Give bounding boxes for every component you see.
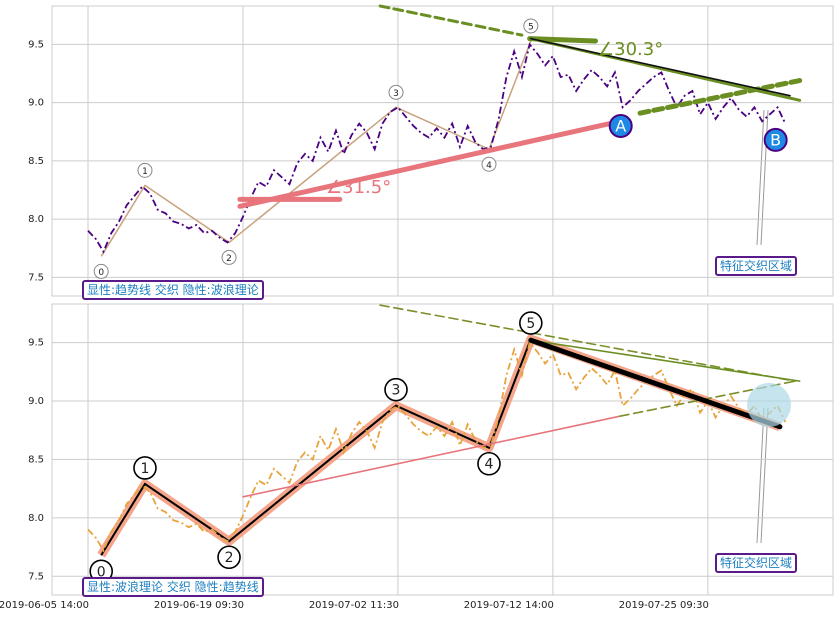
y-tick-label: 8.0 bbox=[28, 214, 44, 225]
wave-point bbox=[477, 451, 501, 476]
wave-label: 3 bbox=[392, 383, 401, 399]
angle-label: ∠30.3° bbox=[598, 39, 663, 60]
x-tick-label: 2019-06-19 09:30 bbox=[154, 600, 244, 611]
plot-frame bbox=[51, 5, 834, 297]
trend-line bbox=[527, 36, 599, 44]
y-tick-label: 8.5 bbox=[28, 156, 44, 167]
wave-label: 4 bbox=[485, 457, 494, 473]
x-tick-label: 2019-06-05 14:00 bbox=[0, 600, 89, 611]
trend-line bbox=[528, 337, 783, 430]
wave-point bbox=[481, 156, 497, 172]
wave-point bbox=[384, 377, 408, 402]
region-highlight bbox=[747, 383, 791, 427]
trend-line bbox=[378, 4, 524, 37]
wave-line-core bbox=[100, 337, 781, 556]
point-label: A bbox=[615, 116, 626, 135]
wave-label: 0 bbox=[98, 268, 104, 278]
wave-label: 4 bbox=[486, 161, 492, 171]
trend-line bbox=[637, 78, 803, 116]
y-tick-label: 8.0 bbox=[28, 513, 44, 524]
y-tick-label: 9.5 bbox=[28, 39, 44, 50]
wave-label: 5 bbox=[526, 316, 535, 332]
y-tick-label: 7.5 bbox=[28, 571, 44, 582]
note-box: 显性:波浪理论 交织 隐性:趋势线 bbox=[82, 577, 264, 597]
wave-label: 2 bbox=[225, 550, 234, 566]
wave-point bbox=[137, 162, 153, 178]
wave-label: 2 bbox=[226, 254, 232, 264]
note-box: 显性:趋势线 交织 隐性:波浪理论 bbox=[82, 280, 264, 300]
trend-line bbox=[530, 339, 801, 382]
wave-point bbox=[133, 456, 157, 480]
y-tick-label: 9.5 bbox=[28, 338, 44, 349]
trend-line bbox=[379, 304, 796, 382]
region-label: 特征交织区域 bbox=[715, 256, 798, 276]
y-tick-label: 9.0 bbox=[28, 98, 44, 109]
trend-line bbox=[530, 37, 791, 97]
region-label: 特征交织区域 bbox=[715, 553, 798, 573]
wave-point bbox=[523, 18, 539, 34]
y-tick-label: 9.0 bbox=[28, 396, 44, 407]
wave-point bbox=[217, 545, 241, 570]
wave-point bbox=[221, 249, 237, 265]
x-tick-label: 2019-07-02 11:30 bbox=[309, 600, 399, 611]
point-marker bbox=[763, 127, 788, 152]
pointer-arrow bbox=[756, 407, 769, 544]
wave-label: 0 bbox=[97, 564, 106, 580]
trend-line bbox=[242, 415, 621, 498]
wave-line bbox=[100, 40, 532, 257]
point-marker bbox=[608, 113, 633, 138]
point-label: B bbox=[770, 130, 781, 149]
x-tick-label: 2019-07-25 09:30 bbox=[619, 600, 709, 611]
wave-point bbox=[93, 263, 109, 279]
plot-frame bbox=[51, 303, 834, 596]
wave-label: 5 bbox=[528, 22, 534, 32]
wave-label: 3 bbox=[393, 89, 399, 99]
trend-line bbox=[237, 118, 623, 209]
wave-point bbox=[388, 84, 404, 100]
y-tick-label: 8.5 bbox=[28, 454, 44, 465]
wave-label: 1 bbox=[141, 461, 150, 477]
wave-point bbox=[519, 311, 543, 335]
y-tick-label: 7.5 bbox=[28, 272, 44, 283]
price-line bbox=[87, 42, 787, 254]
x-tick-label: 2019-07-12 14:00 bbox=[464, 600, 554, 611]
wave-label: 1 bbox=[142, 167, 148, 177]
pointer-arrow bbox=[756, 109, 769, 246]
angle-label: ∠31.5° bbox=[326, 177, 391, 198]
